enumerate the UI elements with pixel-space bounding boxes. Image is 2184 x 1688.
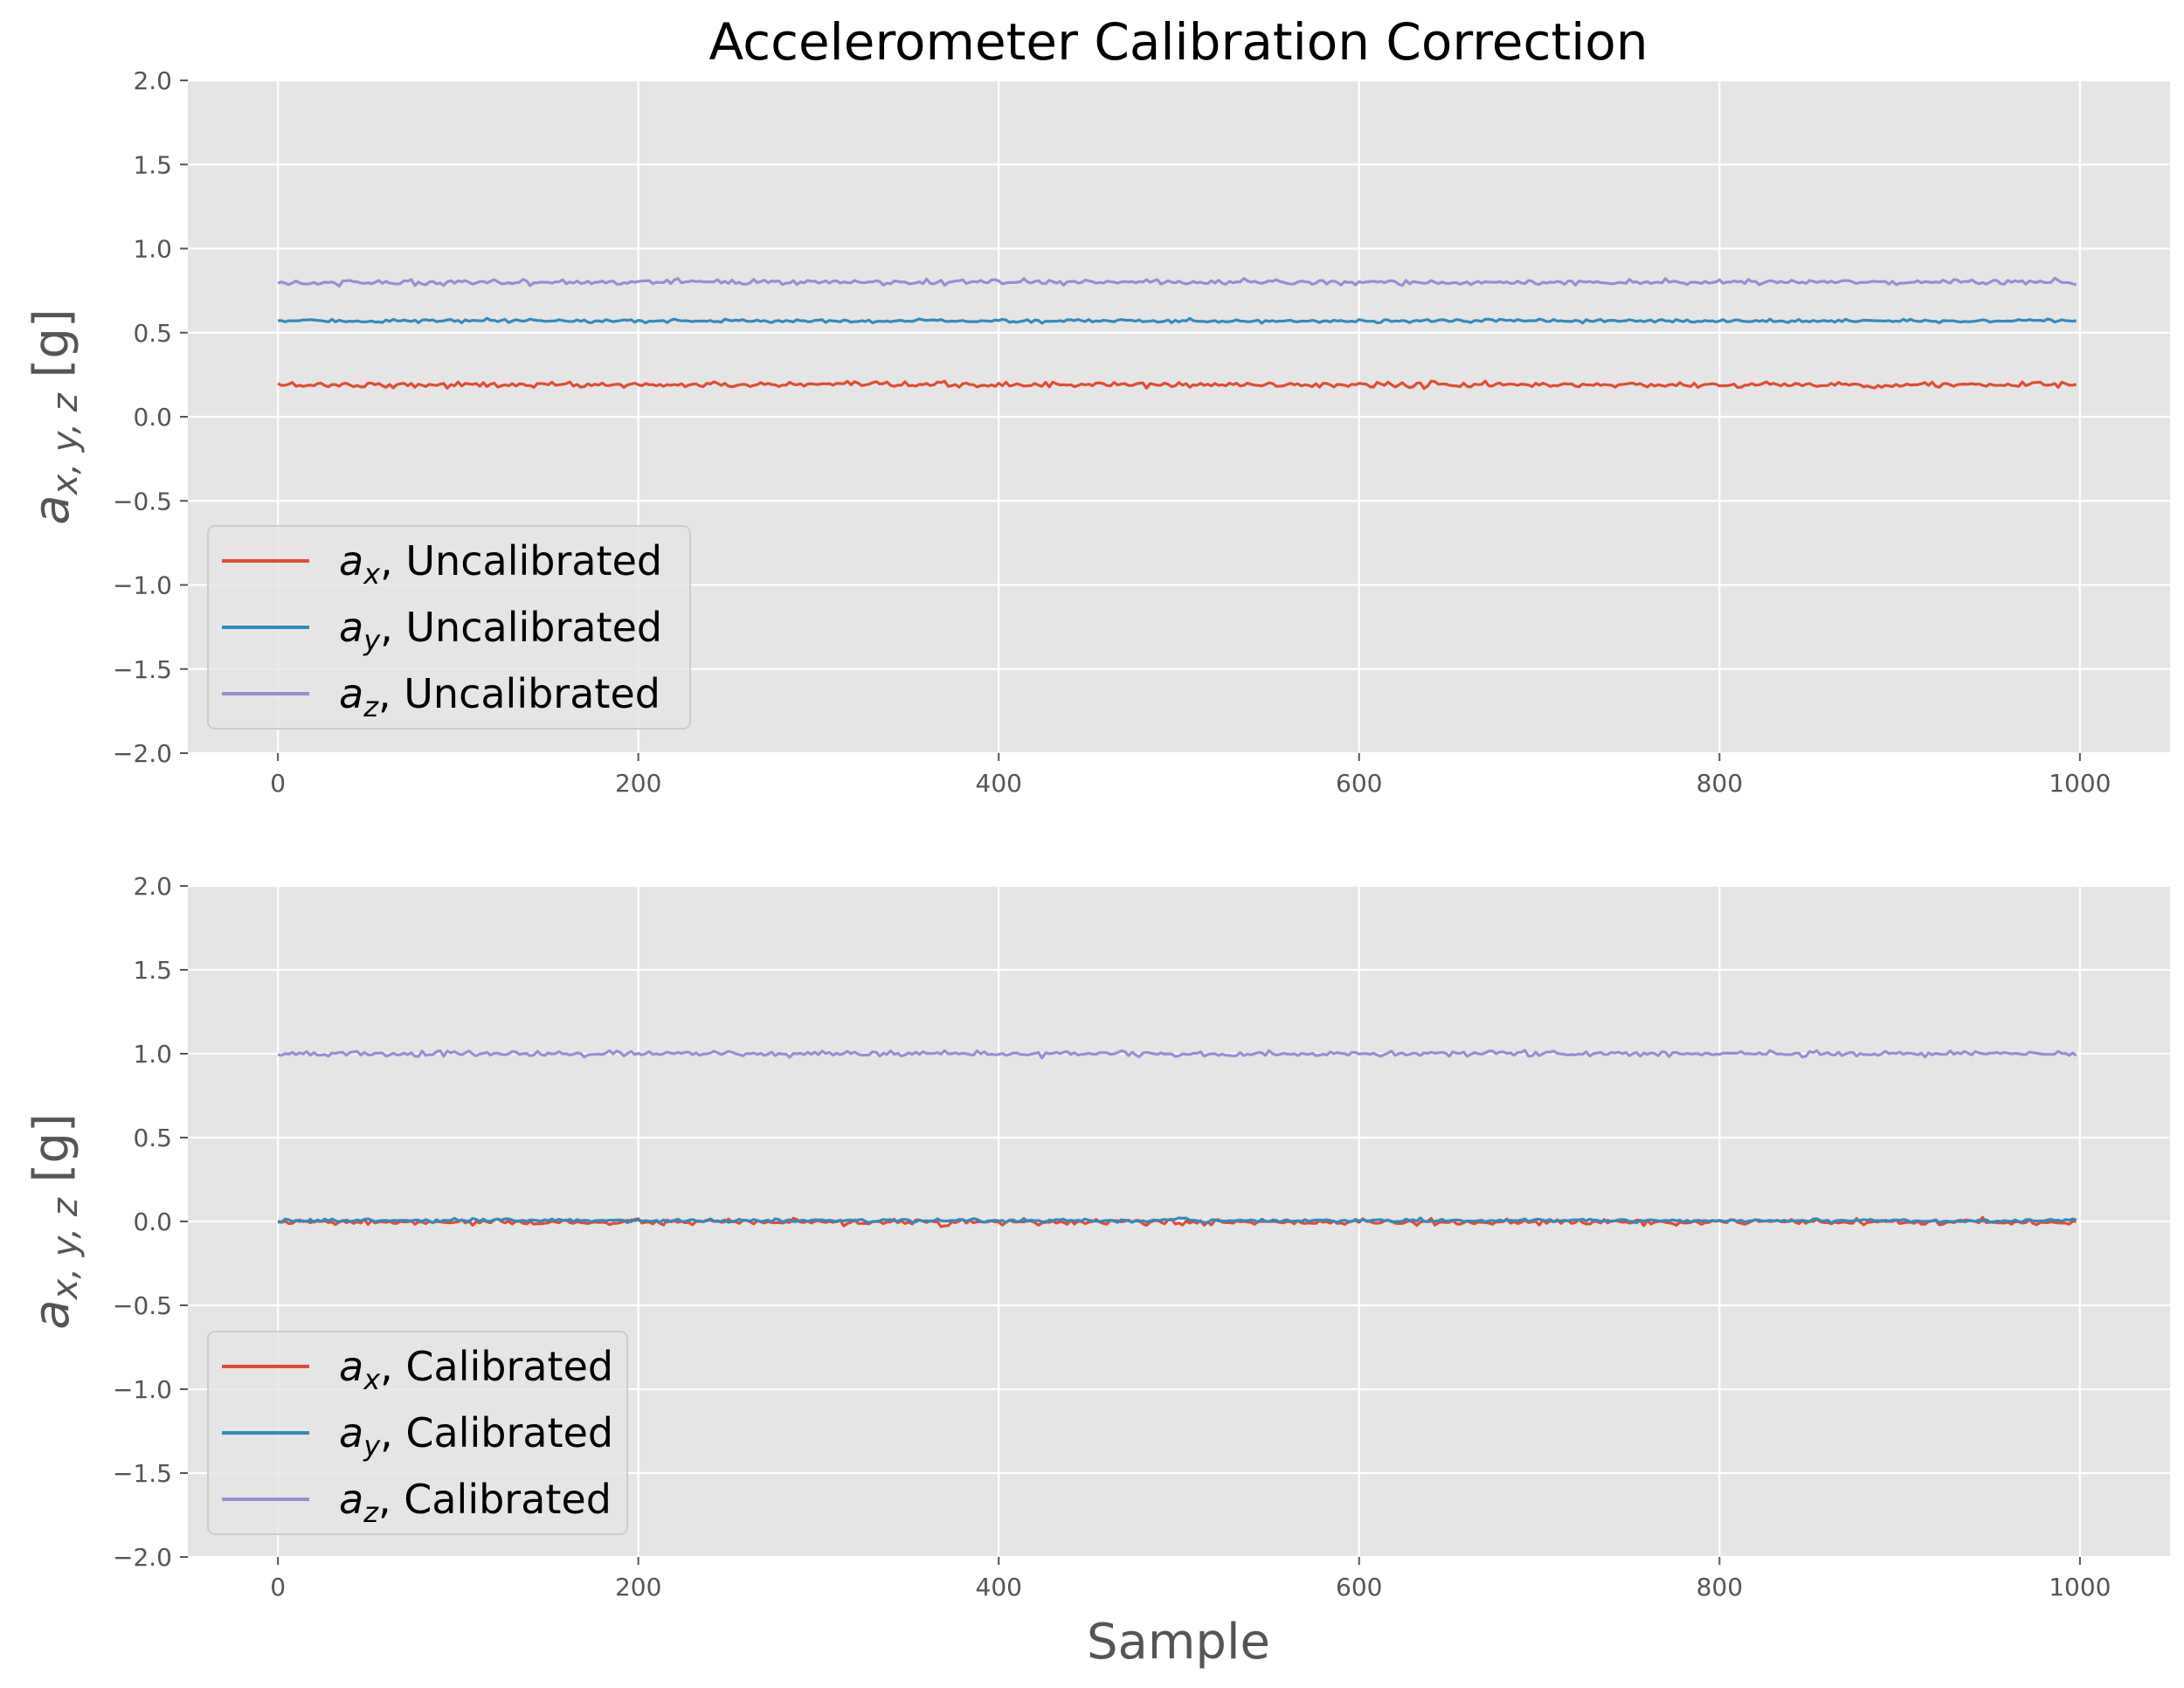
x-tick-label: 800 xyxy=(1697,1573,1743,1602)
y-tick-label: 0.5 xyxy=(133,319,172,348)
y-axis-label: ax, y, z [g] xyxy=(24,308,86,524)
y-tick-label: 2.0 xyxy=(133,872,172,901)
legend-box xyxy=(207,525,691,730)
y-tick-label: −2.0 xyxy=(113,1543,172,1572)
bottom-subplot: 2.0 1.5 1.0 0.5 0.0 −0.5 −1.0 −1.5 −2.0 0 200 400 60… xyxy=(24,872,2170,1602)
legend-entry: ax, Calibrated xyxy=(339,1343,613,1396)
x-tick-label: 0 xyxy=(270,769,286,798)
y-tick-label: −1.5 xyxy=(113,1459,172,1488)
legend-entry: az, Uncalibrated xyxy=(339,670,660,723)
series-line xyxy=(278,316,2077,325)
series-line xyxy=(277,1048,2077,1060)
legend-entry: ay, Calibrated xyxy=(339,1409,613,1463)
legend: ax, Calibrated ay, Calibrated az, Calibrat… xyxy=(207,1331,628,1535)
x-tick-label: 600 xyxy=(1336,1573,1382,1602)
x-tick-label: 0 xyxy=(270,1573,286,1602)
series-line xyxy=(277,276,2077,288)
y-tick-label: 0.0 xyxy=(133,403,172,432)
legend-box xyxy=(207,1331,628,1535)
y-tick-label: 1.0 xyxy=(133,1040,172,1069)
series-line xyxy=(277,379,2077,391)
x-tick-label: 200 xyxy=(615,1573,661,1602)
top-subplot: 2.0 1.5 1.0 0.5 0.0 −0.5 −1.0 −1.5 −2.0 0 200 400 60… xyxy=(24,66,2170,798)
y-tick-label: 2.0 xyxy=(133,66,172,95)
x-tick-label: 1000 xyxy=(2049,769,2111,798)
y-tick-label: 1.0 xyxy=(133,235,172,264)
y-axis-label: ax, y, z [g] xyxy=(24,1113,86,1329)
series-line xyxy=(277,1216,2077,1225)
y-tick-label: 0.0 xyxy=(133,1207,172,1236)
x-tick-label: 800 xyxy=(1697,769,1743,798)
legend: ax, Uncalibrated ay, Uncalibrated az, Unca… xyxy=(207,525,691,730)
legend-entry: ax, Uncalibrated xyxy=(339,537,662,591)
y-tick-label: 1.5 xyxy=(133,956,172,985)
x-tick-label: 1000 xyxy=(2049,1573,2111,1602)
y-tick-label: −1.0 xyxy=(113,571,172,600)
x-tick-label: 400 xyxy=(976,1573,1022,1602)
y-tick-label: 1.5 xyxy=(133,150,172,179)
y-tick-label: −1.0 xyxy=(113,1375,172,1404)
x-tick-label: 200 xyxy=(615,769,661,798)
y-tick-label: −1.5 xyxy=(113,655,172,684)
chart-title: Accelerometer Calibration Correction xyxy=(709,12,1648,72)
legend-entry: az, Calibrated xyxy=(339,1476,612,1529)
y-tick-label: −0.5 xyxy=(113,487,172,515)
x-axis-label: Sample xyxy=(1087,1614,1270,1671)
y-tick-label: −0.5 xyxy=(113,1291,172,1320)
y-tick-label: 0.5 xyxy=(133,1124,172,1152)
x-tick-label: 400 xyxy=(976,769,1022,798)
legend-entry: ay, Uncalibrated xyxy=(339,604,662,657)
y-tick-label: −2.0 xyxy=(113,739,172,768)
x-tick-label: 600 xyxy=(1336,769,1382,798)
